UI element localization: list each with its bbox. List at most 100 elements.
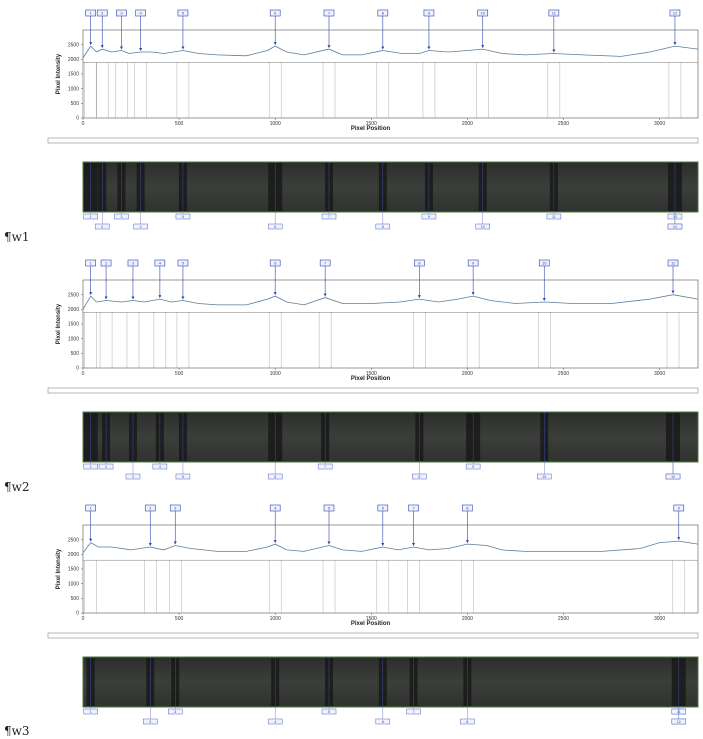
lane-band-label: 3	[168, 707, 183, 715]
x-tick-label: 2000	[462, 616, 473, 622]
lane-band-text: 8	[418, 475, 420, 479]
peak-marker: 6	[269, 259, 281, 296]
peak-marker: 9	[467, 259, 479, 296]
peak-label: 1	[90, 11, 93, 16]
lane-band-text: 8	[466, 720, 468, 724]
peak-marker: 1	[85, 259, 96, 296]
peak-label: 1	[90, 261, 93, 266]
lane-band-text: 4	[159, 465, 161, 469]
lane-band-text: 7	[324, 465, 326, 469]
peak-label: 11	[552, 11, 557, 16]
lane-band-text: 12	[677, 720, 681, 724]
y-tick-label: 1000	[68, 86, 79, 92]
lane-band-label: 6	[267, 462, 283, 480]
lane-band-label: 5	[175, 462, 191, 480]
peak-label: 3	[174, 506, 177, 511]
lane-band-text: 10	[481, 225, 485, 229]
peak-marker: 3	[169, 504, 181, 545]
lane-band-text: 10	[542, 475, 546, 479]
sample-label-w1: ¶w1	[4, 230, 30, 244]
lane-band-label: 1	[83, 462, 98, 470]
y-tick-label: 0	[76, 366, 79, 372]
separator-bar	[47, 632, 699, 639]
y-tick-label: 500	[71, 351, 80, 357]
y-axis-title: Pixel Intensity	[56, 548, 62, 589]
peak-label: 7	[324, 261, 327, 266]
peak-marker: 2	[96, 9, 108, 49]
lane-band-text: 1	[90, 465, 92, 469]
peak-label: 5	[182, 261, 185, 266]
lane-band-text: 7	[413, 710, 415, 714]
lane-band-label: 11	[546, 212, 562, 220]
lane-band-text: 11	[552, 215, 556, 219]
x-tick-label: 1000	[270, 616, 281, 622]
chart-w1: 0 500 1000 1500 2000 2500 0 500 1000 1500 2000 2500…	[47, 9, 699, 230]
peak-marker: 4	[154, 259, 166, 299]
chart-w3: 0 500 1000 1500 2000 2500 0 500 1000 1500 2000 2500…	[47, 504, 699, 725]
y-axis-title: Pixel Intensity	[56, 53, 62, 94]
lane-band-label: 12	[665, 462, 681, 480]
peak-marker: 6	[377, 504, 389, 546]
y-tick-label: 1500	[68, 567, 79, 573]
plot-frame	[82, 279, 699, 369]
peak-marker: 10	[477, 9, 489, 49]
lane-band-label: 3	[114, 212, 129, 220]
intensity-profile	[83, 294, 698, 310]
lane-band-label: 10	[475, 212, 490, 230]
lane-band-label: 6	[375, 707, 391, 725]
lane-band-label: 10	[537, 462, 552, 480]
x-tick-label: 0	[82, 121, 85, 127]
peak-label: 7	[412, 506, 415, 511]
peak-marker: 8	[377, 9, 389, 50]
peak-marker: 12	[669, 9, 681, 46]
peak-label: 9	[428, 11, 431, 16]
y-tick-label: 1500	[68, 72, 79, 78]
x-tick-label: 2500	[558, 121, 569, 127]
x-tick-label: 1000	[270, 121, 281, 127]
panel-w2: 0 500 1000 1500 2000 2500 0 500 1000 1500 2000 2500…	[0, 250, 703, 495]
peak-marker: 7	[319, 259, 331, 297]
peak-marker: 3	[127, 259, 139, 300]
lane-band-text: 5	[328, 710, 330, 714]
peak-marker: 8	[414, 259, 425, 299]
peak-marker: 2	[144, 504, 156, 546]
x-tick-label: 1500	[366, 121, 377, 127]
gel-lane-image	[82, 656, 699, 708]
lane-band-label: 4	[267, 707, 283, 725]
peak-marker: 4	[269, 504, 281, 544]
x-axis-title: Pixel Position	[351, 126, 391, 132]
peak-label: 4	[140, 11, 143, 16]
x-tick-label: 3000	[654, 371, 665, 377]
lane-band-label: 1	[83, 212, 98, 220]
lane-band-text: 2	[101, 225, 103, 229]
lane-band-text: 3	[120, 215, 122, 219]
lane-band-label: 4	[133, 212, 148, 230]
x-tick-label: 2500	[558, 616, 569, 622]
peak-marker: 10	[538, 259, 550, 301]
y-tick-label: 2000	[68, 57, 79, 63]
lane-band-label: 3	[125, 462, 141, 480]
lane-band-label: 2	[94, 212, 110, 230]
panel-w3: 0 500 1000 1500 2000 2500 0 500 1000 1500 2000 2500…	[0, 495, 703, 739]
y-tick-label: 2000	[68, 307, 79, 313]
lane-band-text: 2	[149, 720, 151, 724]
peak-label: 4	[274, 506, 277, 511]
y-tick-label: 2000	[68, 552, 79, 558]
lane-band-text: 7	[328, 215, 330, 219]
peak-label: 6	[382, 506, 385, 511]
lane-band-text: 2	[105, 465, 107, 469]
lane-band-text: 9	[428, 215, 430, 219]
y-tick-label: 500	[71, 101, 80, 107]
peak-label: 9	[678, 506, 681, 511]
peak-marker: 5	[177, 259, 189, 300]
lane-band-text: 4	[274, 720, 276, 724]
x-tick-label: 500	[175, 121, 184, 127]
peak-marker: 2	[100, 259, 112, 300]
sample-label-w3: ¶w3	[4, 724, 30, 738]
peak-label: 2	[105, 261, 108, 266]
x-tick-label: 2000	[462, 121, 473, 127]
plot-frame	[82, 29, 699, 119]
x-tick-label: 2000	[462, 371, 473, 377]
y-tick-label: 0	[76, 611, 79, 617]
peak-marker: 11	[667, 259, 679, 294]
